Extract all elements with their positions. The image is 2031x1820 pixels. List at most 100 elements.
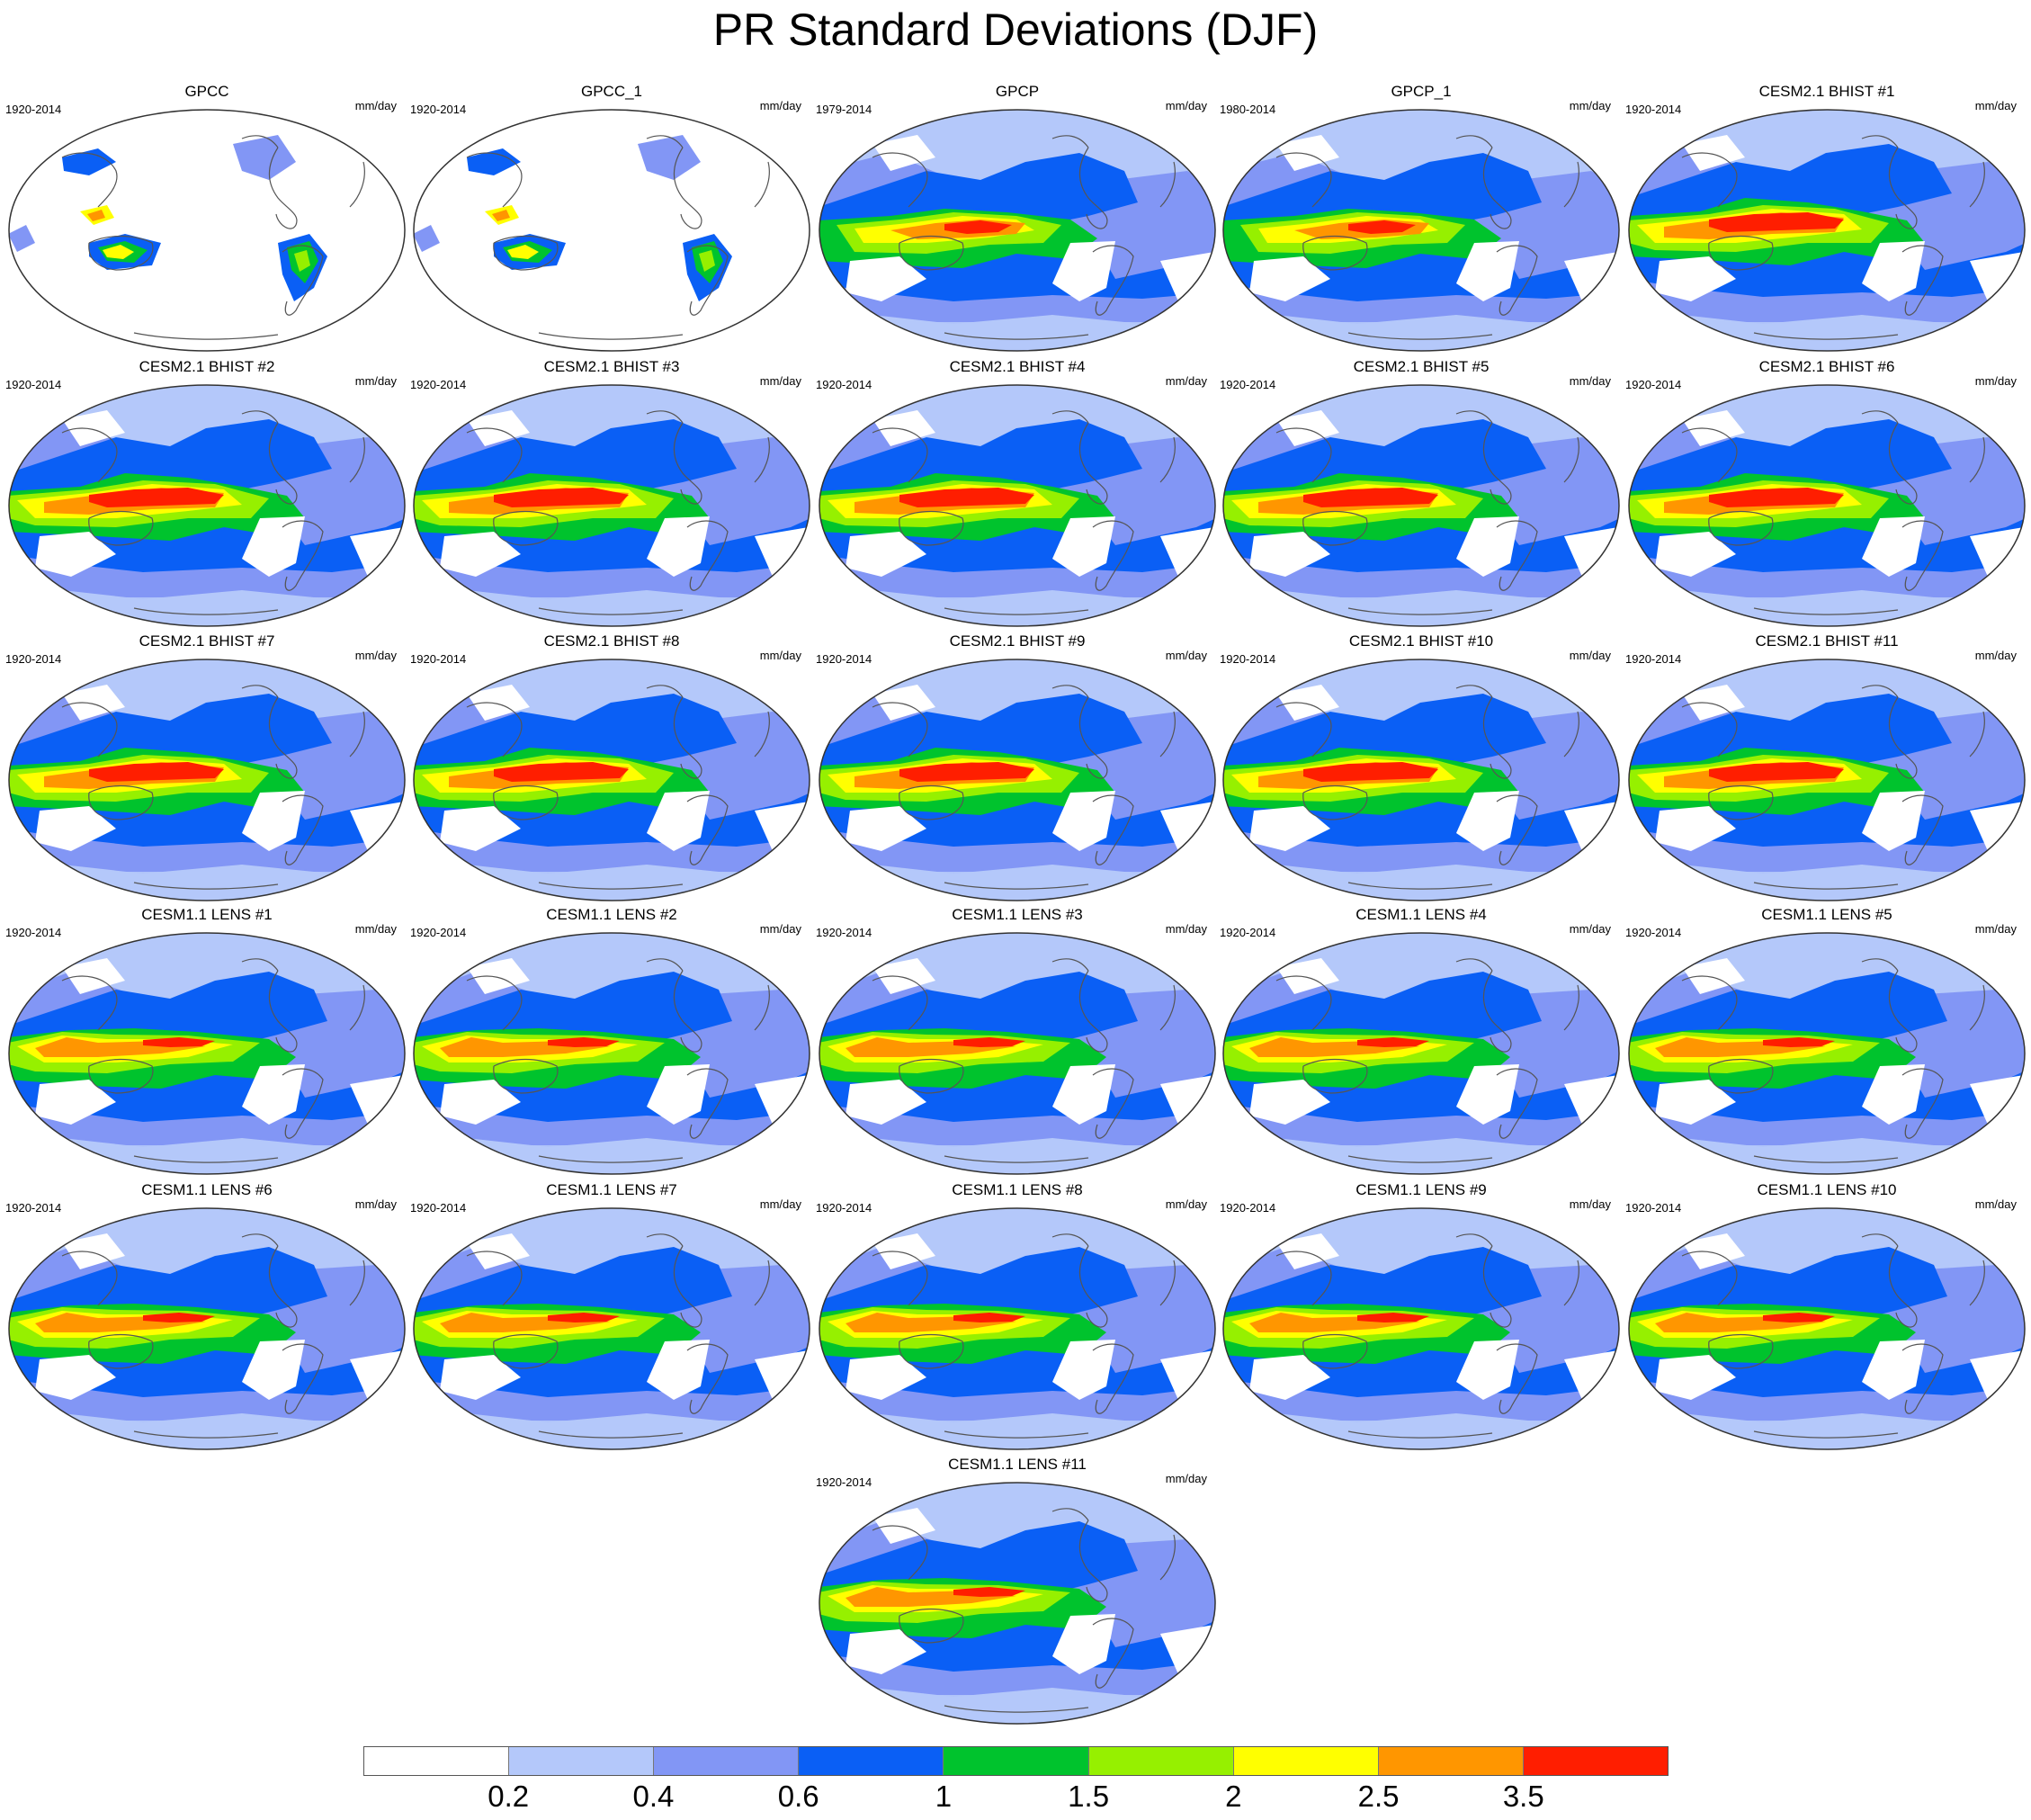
- coastline: [1347, 332, 1493, 340]
- world-map: [819, 109, 1216, 352]
- coastline: [1708, 510, 1774, 546]
- contour-region: [944, 220, 1012, 234]
- coastline: [673, 696, 702, 779]
- world-map: [1628, 932, 2026, 1175]
- panel-title: CESM1.1 LENS #7: [546, 1181, 677, 1198]
- coastline: [61, 1251, 118, 1306]
- southern-ocean-band: [819, 322, 1215, 351]
- world-map: [413, 384, 810, 627]
- coastline: [1159, 1260, 1176, 1306]
- panel-period: 1920-2014: [1220, 652, 1276, 666]
- coastline: [1051, 135, 1089, 148]
- map-panel: CESM2.1 BHIST #7 1920-2014 mm/day: [4, 632, 409, 902]
- world-map: [819, 1207, 1216, 1450]
- coastline: [1563, 1260, 1579, 1306]
- dry-region: [1655, 806, 1736, 851]
- coastline: [1901, 245, 1944, 316]
- panel-units: mm/day: [1569, 922, 1611, 936]
- coastline: [1455, 1233, 1493, 1247]
- panel-period: 1920-2014: [1625, 926, 1682, 939]
- southern-ocean-band: [819, 1145, 1215, 1174]
- panel-units: mm/day: [1974, 374, 2017, 388]
- world-map: [1628, 659, 2026, 901]
- map-panel: CESM1.1 LENS #4 1920-2014 mm/day: [1219, 906, 1624, 1176]
- panel-title: CESM2.1 BHIST #11: [1755, 632, 1899, 650]
- coastline: [1861, 685, 1899, 698]
- coastline: [466, 702, 523, 758]
- coastline: [1496, 1343, 1538, 1414]
- colorbar-bin: [509, 1747, 655, 1775]
- dry-region: [1456, 241, 1519, 301]
- coastline: [1078, 1520, 1108, 1602]
- coastline: [466, 975, 523, 1031]
- colorbar-bin: [1233, 1747, 1379, 1775]
- southern-ocean-band: [1223, 1421, 1619, 1449]
- map-panel: CESM2.1 BHIST #11 1920-2014 mm/day: [1624, 632, 2029, 902]
- panel-period: 1920-2014: [1220, 378, 1276, 391]
- coastline: [1347, 1430, 1493, 1439]
- coastline: [646, 1233, 684, 1247]
- map-panel: CESM1.1 LENS #7 1920-2014 mm/day: [409, 1181, 814, 1451]
- coastline: [133, 882, 279, 890]
- coastline: [1078, 696, 1108, 779]
- coastline: [466, 427, 523, 483]
- world-map: [819, 384, 1216, 627]
- coastline: [1482, 970, 1512, 1053]
- coastline: [1901, 794, 1944, 865]
- world-map: [1628, 1207, 2026, 1450]
- coastline: [282, 794, 324, 865]
- coastline: [241, 958, 279, 972]
- dry-region: [1655, 1355, 1736, 1400]
- coastline: [282, 245, 324, 316]
- coastline: [1901, 1343, 1944, 1414]
- panel-period: 1920-2014: [5, 1201, 62, 1215]
- coastline: [282, 520, 324, 591]
- southern-ocean-band: [9, 1145, 405, 1174]
- map-panel: CESM1.1 LENS #11 1920-2014 mm/day: [815, 1456, 1220, 1726]
- panel-title: CESM2.1 BHIST #7: [139, 632, 275, 650]
- coastline: [538, 882, 684, 890]
- coastline: [646, 685, 684, 698]
- coastline: [1482, 147, 1512, 229]
- panel-period: 1920-2014: [5, 378, 62, 391]
- map-border: [1222, 932, 1620, 1175]
- coastline: [1681, 152, 1738, 208]
- colorbar-bin: [1378, 1747, 1524, 1775]
- map-border: [1222, 109, 1620, 352]
- dry-region: [1456, 1340, 1519, 1400]
- map-border: [819, 932, 1216, 1175]
- colorbar: [363, 1746, 1669, 1776]
- map-border: [819, 384, 1216, 627]
- coastline: [493, 235, 559, 271]
- map-panel: CESM2.1 BHIST #9 1920-2014 mm/day: [815, 632, 1220, 902]
- map-panel: CESM1.1 LENS #3 1920-2014 mm/day: [815, 906, 1220, 1176]
- dry-region: [35, 1080, 116, 1125]
- coastline: [754, 1260, 770, 1306]
- map-panel: CESM1.1 LENS #2 1920-2014 mm/day: [409, 906, 814, 1176]
- map-border: [413, 1207, 810, 1450]
- coastline: [673, 1245, 702, 1328]
- coastline: [1496, 1068, 1538, 1139]
- coastline: [1302, 510, 1368, 546]
- coastline: [1888, 696, 1918, 779]
- panel-title: CESM1.1 LENS #6: [141, 1181, 273, 1198]
- coastline: [646, 410, 684, 424]
- coastline: [61, 975, 118, 1031]
- colorbar-tick-label: 0.4: [632, 1780, 675, 1813]
- colorbar-labels: 0.2 0.4 0.6 1 1.5 2 2.5 3.5: [363, 1780, 1669, 1816]
- panel-period: 1920-2014: [1625, 378, 1682, 391]
- southern-ocean-band: [1629, 1421, 2025, 1449]
- coastline: [1455, 410, 1493, 424]
- contour-region: [492, 210, 510, 221]
- coastline: [872, 1251, 928, 1306]
- coastline: [1347, 882, 1493, 890]
- contour-region: [953, 1037, 1025, 1047]
- coastline: [673, 422, 702, 505]
- map-border: [1628, 1207, 2026, 1450]
- coastline: [1861, 1233, 1899, 1247]
- coastline: [1753, 332, 1899, 340]
- panel-period: 1920-2014: [410, 652, 467, 666]
- coastline: [686, 1343, 729, 1414]
- southern-ocean-band: [1629, 322, 2025, 351]
- coastline: [1861, 410, 1899, 424]
